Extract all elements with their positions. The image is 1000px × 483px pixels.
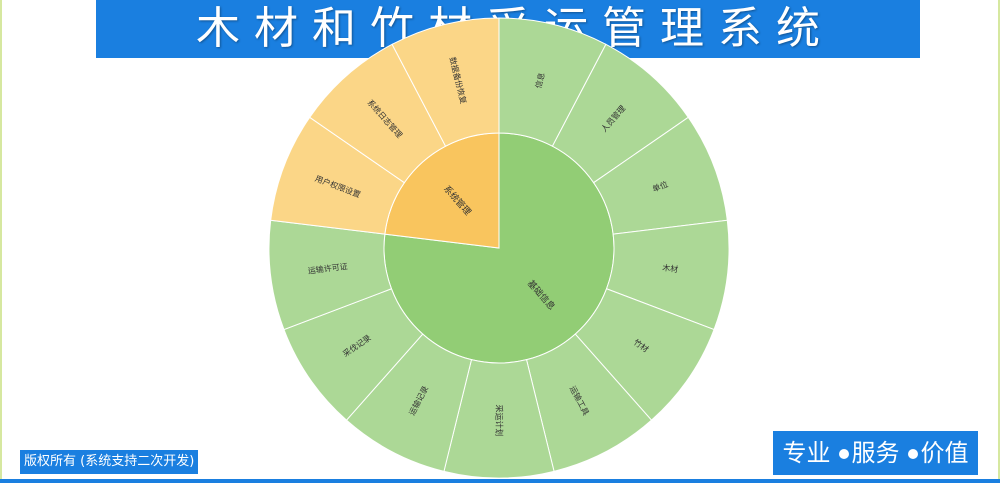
sunburst-outer-label: 信息 (533, 71, 547, 89)
slogan-item-professional: 专业 (782, 439, 831, 467)
frame-right-border (998, 0, 1000, 483)
frame-bottom-border (0, 479, 1000, 483)
frame-left-border (0, 0, 2, 483)
sunburst-outer-label: 采运计划 (495, 405, 505, 437)
slogan-badge: 专业 服务 价值 (773, 431, 978, 475)
bullet-dot-icon (907, 449, 918, 459)
sunburst-outer-segment[interactable] (391, 17, 500, 147)
slogan-item-service: 服务 (851, 439, 900, 467)
copyright-label: 版权所有 (系统支持二次开发) (20, 450, 199, 474)
slogan-item-value: 价值 (920, 439, 969, 467)
bullet-dot-icon (838, 449, 849, 459)
sunburst-outer-label: 木材 (662, 262, 679, 274)
sunburst-outer-label: 运输许可证 (307, 261, 348, 276)
